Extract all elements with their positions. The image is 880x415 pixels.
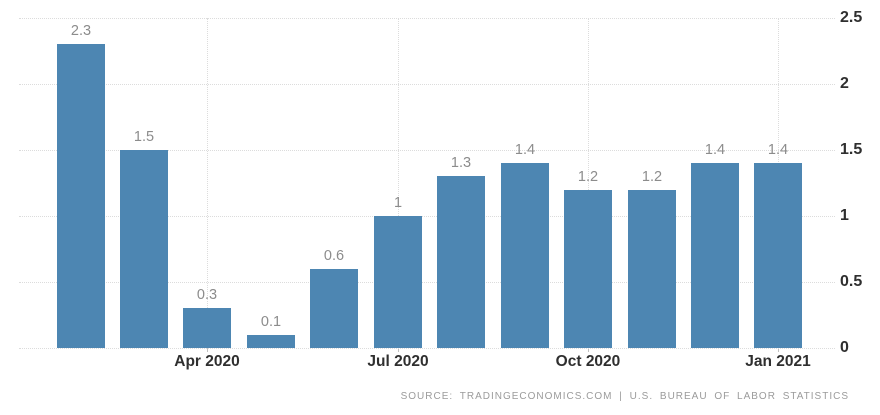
gridline-horizontal: [19, 216, 835, 217]
bar: [691, 163, 739, 348]
axis-tick-mark: [588, 348, 589, 352]
bar: [754, 163, 802, 348]
gridline-horizontal: [19, 84, 835, 85]
gridline-vertical: [588, 18, 589, 348]
x-axis-tick-label: Apr 2020: [174, 353, 240, 370]
x-axis-tick-label: Oct 2020: [555, 353, 621, 370]
bar-value-label: 1.3: [450, 155, 472, 171]
bar-value-label: 1.4: [514, 142, 536, 158]
axis-tick-mark: [778, 348, 779, 352]
bar-value-label: 0.3: [196, 287, 218, 303]
bar: [247, 335, 295, 348]
bar: [564, 190, 612, 348]
bar-value-label: 1: [393, 195, 403, 211]
bar: [183, 308, 231, 348]
bar: [501, 163, 549, 348]
plot-area: [19, 18, 835, 349]
x-axis-tick-label: Jul 2020: [367, 353, 429, 370]
bar: [437, 176, 485, 348]
bar-value-label: 1.2: [577, 169, 599, 185]
y-axis-tick-label: 0.5: [840, 273, 863, 290]
gridline-horizontal: [19, 348, 835, 349]
y-axis-tick-label: 2: [840, 75, 849, 92]
bar-value-label: 0.6: [323, 248, 345, 264]
bar: [120, 150, 168, 348]
gridline-vertical: [207, 18, 208, 348]
axis-tick-mark: [207, 348, 208, 352]
gridline-horizontal: [19, 150, 835, 151]
bar-value-label: 0.1: [260, 314, 282, 330]
bar-value-label: 1.4: [767, 142, 789, 158]
bar: [57, 44, 105, 348]
bar: [628, 190, 676, 348]
y-axis-tick-label: 0: [840, 339, 849, 356]
gridline-horizontal: [19, 18, 835, 19]
gridline-vertical: [398, 18, 399, 348]
bar-value-label: 1.4: [704, 142, 726, 158]
gridline-horizontal: [19, 282, 835, 283]
y-axis-tick-label: 2.5: [840, 9, 863, 26]
bar: [374, 216, 422, 348]
bar: [310, 269, 358, 348]
bar-value-label: 2.3: [70, 23, 92, 39]
y-axis-tick-label: 1.5: [840, 141, 863, 158]
bar-value-label: 1.5: [133, 129, 155, 145]
bar-value-label: 1.2: [641, 169, 663, 185]
x-axis-tick-label: Jan 2021: [745, 353, 811, 370]
axis-tick-mark: [398, 348, 399, 352]
y-axis-tick-label: 1: [840, 207, 849, 224]
source-text: SOURCE: TRADINGECONOMICS.COM | U.S. BURE…: [400, 391, 849, 402]
